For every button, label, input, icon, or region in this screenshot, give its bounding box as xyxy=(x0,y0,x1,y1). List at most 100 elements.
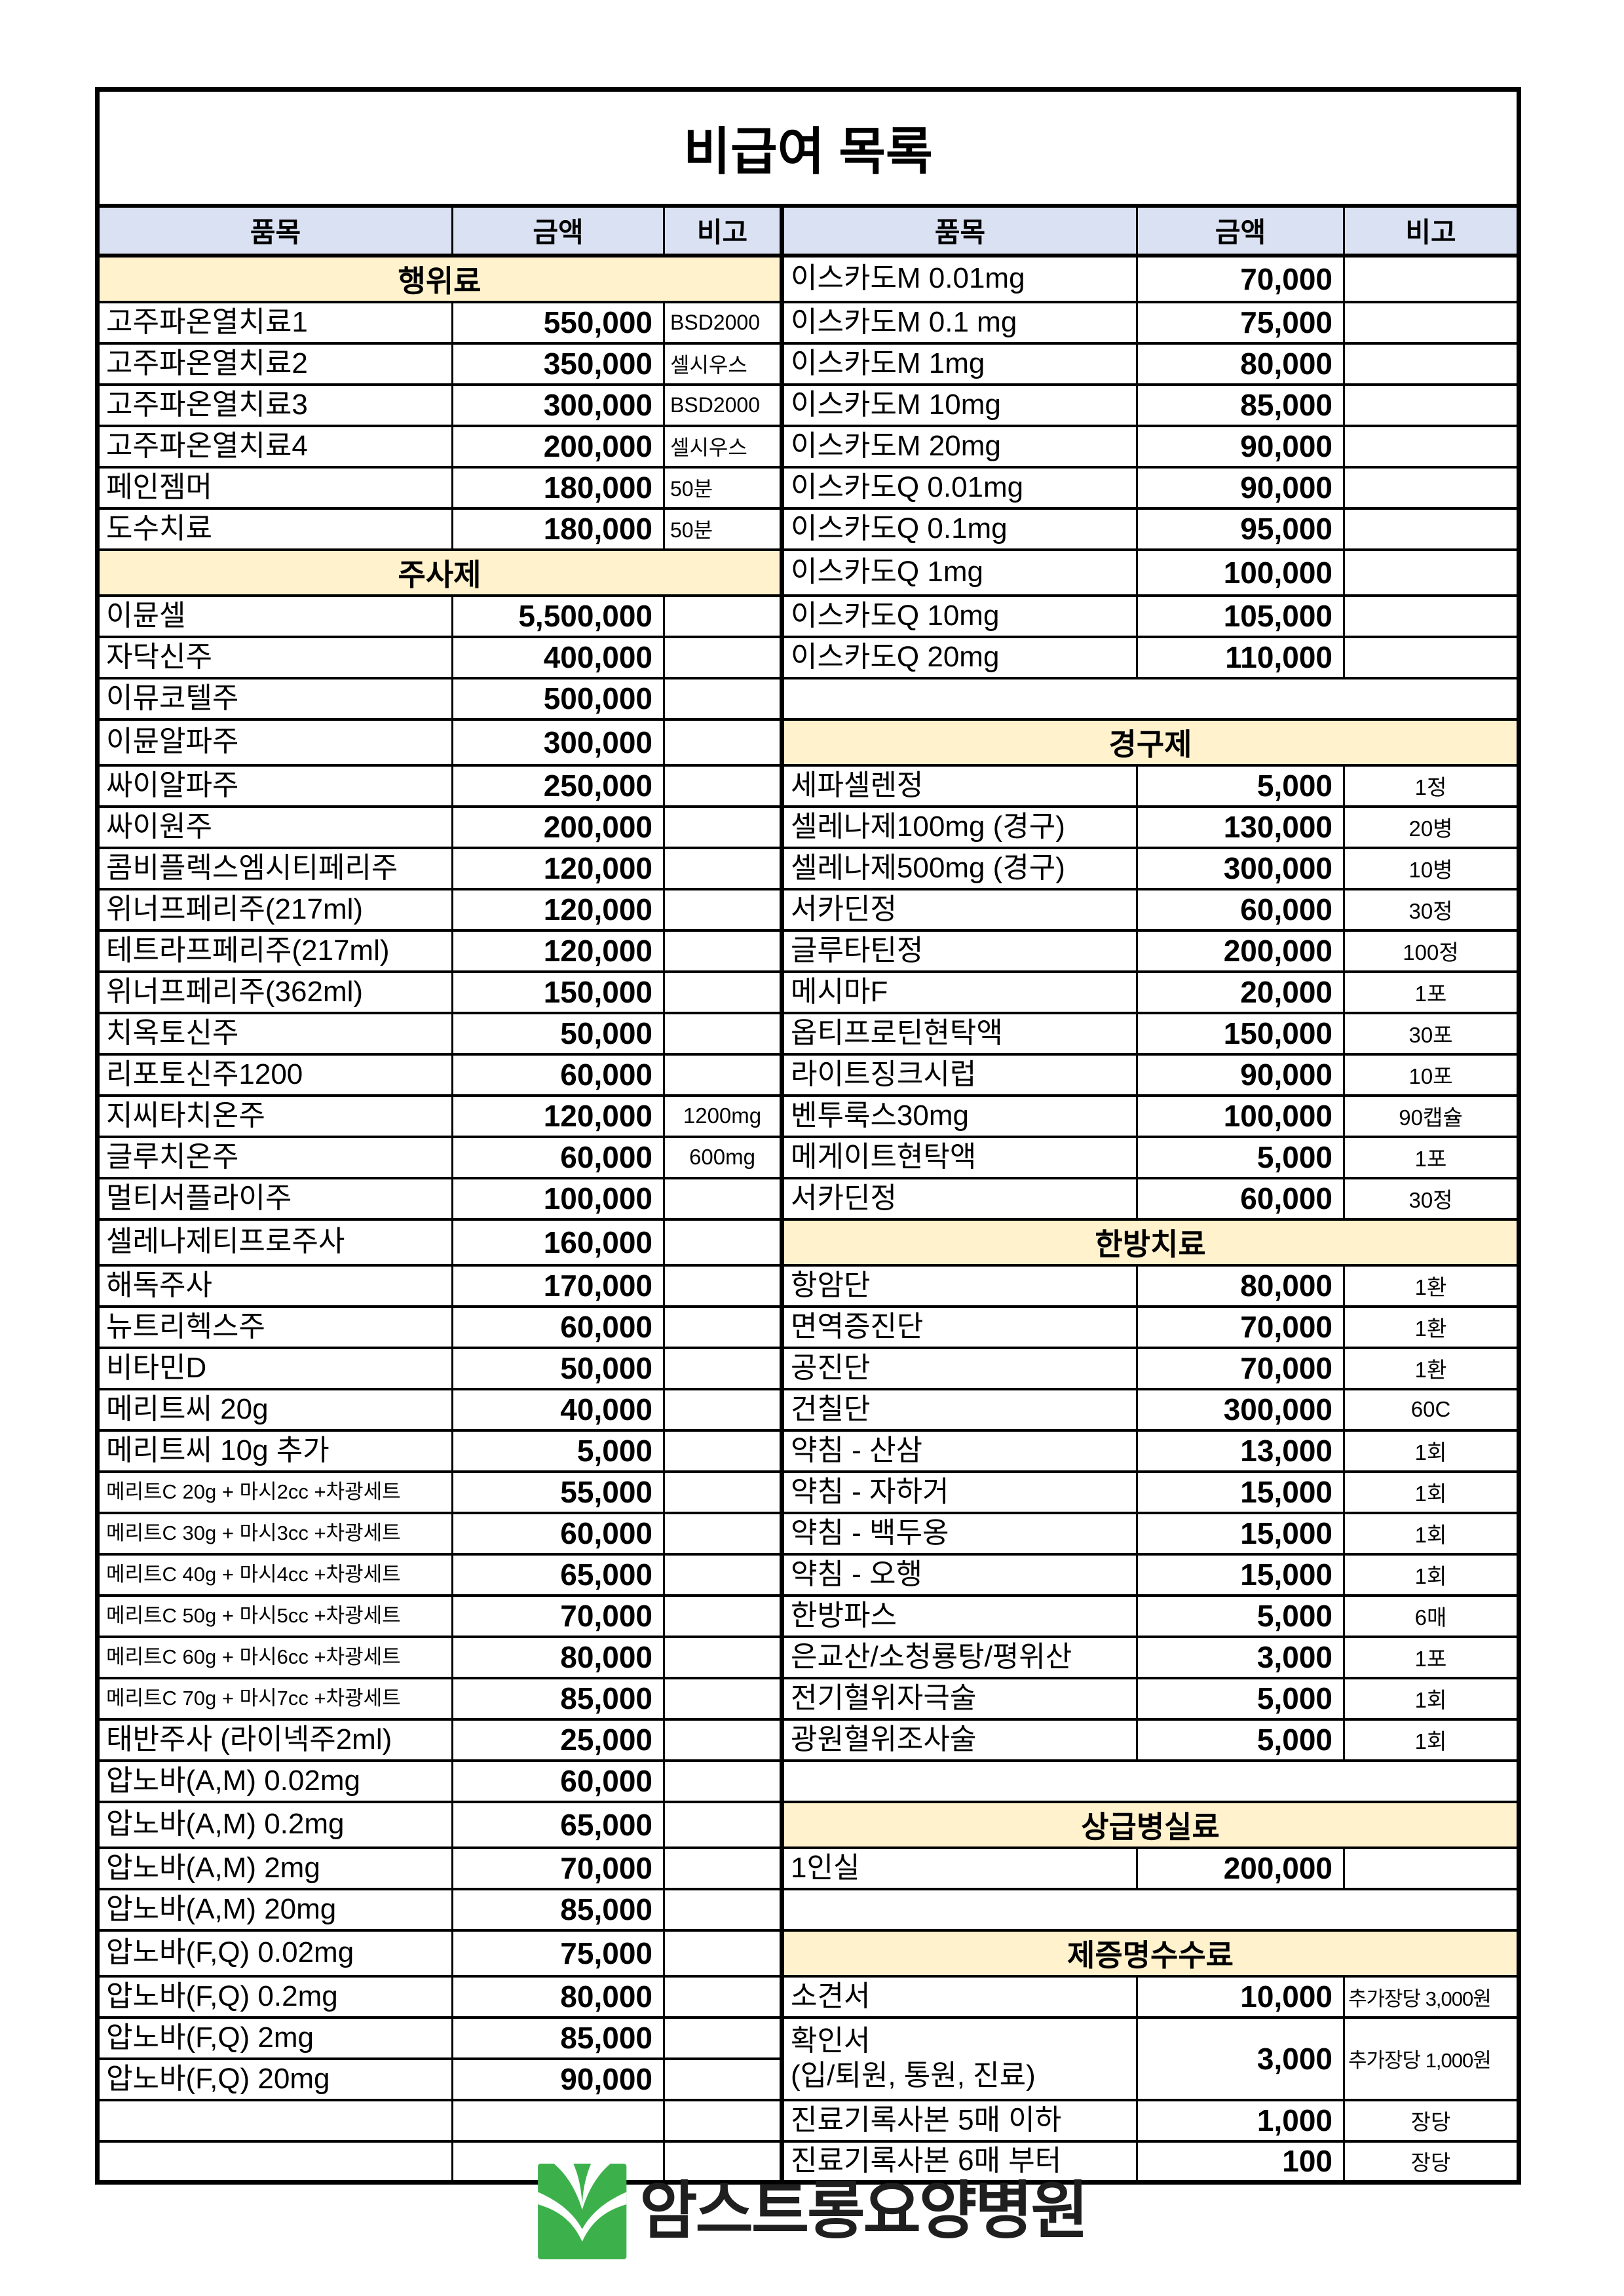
item-name-cell: 압노바(A,M) 2mg xyxy=(96,1846,453,1890)
item-amount-cell: 90,000 xyxy=(1136,1052,1345,1097)
item-name-cell: 옵티프로틴현탁액 xyxy=(780,1011,1138,1056)
table-row: 메리트C 50g + 마시5cc +차광세트 70,000 한방파스 5,000 6매 xyxy=(96,1594,1520,1638)
item-amount-cell: 160,000 xyxy=(451,1217,665,1267)
item-amount-cell: 180,000 xyxy=(451,507,665,551)
page-title: 비급여 목록 xyxy=(96,88,1520,208)
item-note-cell xyxy=(663,1717,783,1762)
item-name-cell: 압노바(F,Q) 0.2mg xyxy=(96,1974,453,2019)
item-note-cell: 장당 xyxy=(1342,2098,1520,2143)
item-amount-cell: 150,000 xyxy=(451,970,665,1014)
item-amount-cell: 70,000 xyxy=(1136,1346,1345,1390)
table-row: 메리트C 70g + 마시7cc +차광세트 85,000 전기혈위자극술 5,000… xyxy=(96,1676,1520,1721)
item-note-cell xyxy=(663,718,783,767)
item-amount-cell: 40,000 xyxy=(451,1387,665,1432)
item-name-cell: 전기혈위자극술 xyxy=(780,1676,1138,1721)
item-amount-cell: 70,000 xyxy=(451,1846,665,1890)
item-amount-cell: 60,000 xyxy=(451,1135,665,1179)
item-name-cell: 세파셀렌정 xyxy=(780,763,1138,808)
item-note-cell: 30정 xyxy=(1342,1176,1520,1221)
item-name-cell: 이스카도M 0.01mg xyxy=(780,254,1138,303)
item-note-cell xyxy=(1342,254,1520,303)
item-amount-cell: 200,000 xyxy=(451,424,665,469)
item-amount-cell: 5,000 xyxy=(1136,763,1345,808)
item-name-cell: 은교산/소청룡탕/평위산 xyxy=(780,1635,1138,1679)
table-row: 이뮨알파주 300,000 경구제 xyxy=(96,718,1520,767)
col-header-note-left: 비고 xyxy=(663,204,783,258)
item-note-cell xyxy=(663,1974,783,2019)
item-note-cell xyxy=(663,1346,783,1390)
item-name-cell: 건칠단 xyxy=(780,1387,1138,1432)
table-row: 압노바(A,M) 0.2mg 65,000 상급병실료 xyxy=(96,1800,1520,1849)
table-row: 압노바(F,Q) 20mg 90,000 xyxy=(96,2057,1519,2101)
item-amount-cell: 5,000 xyxy=(1136,1135,1345,1179)
item-note-cell xyxy=(663,887,783,932)
item-note-cell: 1회 xyxy=(1342,1470,1520,1514)
item-name-cell: 태반주사 (라이넥주2ml) xyxy=(96,1717,453,1762)
item-amount-cell: 60,000 xyxy=(451,1759,665,1803)
item-amount-cell: 300,000 xyxy=(1136,1387,1345,1432)
item-note-cell: 1환 xyxy=(1342,1263,1520,1308)
table-row: 해독주사 170,000 항암단 80,000 1환 xyxy=(96,1263,1520,1308)
hospital-logo: 암스트롱요양병원 xyxy=(537,2164,1089,2259)
table-row: 위너프페리주(362ml) 150,000 메시마F 20,000 1포 xyxy=(96,970,1520,1014)
item-name-cell: 메리트C 60g + 마시6cc +차광세트 xyxy=(96,1635,453,1679)
item-name-cell: 글루치온주 xyxy=(96,1135,453,1179)
table-row: 태반주사 (라이넥주2ml) 25,000 광원혈위조사술 5,000 1회 xyxy=(96,1717,1520,1762)
empty-cell xyxy=(663,2139,783,2184)
item-name-cell: 이스카도M 0.1 mg xyxy=(780,300,1138,345)
item-name-cell: 메리트씨 10g 추가 xyxy=(96,1428,453,1473)
title-row: 비급여 목록 xyxy=(96,88,1520,208)
item-name-cell: 공진단 xyxy=(780,1346,1138,1390)
item-note-cell xyxy=(663,1594,783,1638)
item-amount-cell: 300,000 xyxy=(1136,846,1345,890)
item-name-cell: 진료기록사본 5매 이하 xyxy=(780,2098,1138,2143)
col-header-item-left: 품목 xyxy=(96,204,453,258)
item-name-cell: 위너프페리주(217ml) xyxy=(96,887,453,932)
table-row: 지씨타치온주 120,000 1200mg 벤투룩스30mg 100,000 90캡슐 xyxy=(96,1094,1520,1138)
item-note-cell: 1회 xyxy=(1342,1552,1520,1597)
item-name-cell: 메시마F xyxy=(780,970,1138,1014)
item-amount-cell: 60,000 xyxy=(1136,1176,1345,1221)
item-note-cell: 90캡슐 xyxy=(1342,1094,1520,1138)
table-row: 메리트C 60g + 마시6cc +차광세트 80,000 은교산/소청룡탕/평위산… xyxy=(96,1635,1520,1679)
section-header: 제증명수수료 xyxy=(779,1928,1520,1978)
item-amount-cell: 85,000 xyxy=(1136,383,1345,427)
item-name-cell: 메리트씨 20g xyxy=(96,1387,453,1432)
section-header: 상급병실료 xyxy=(779,1800,1520,1849)
item-name-cell: 이스카도Q 10mg xyxy=(780,594,1138,638)
item-note-cell xyxy=(663,2016,783,2060)
item-note-cell xyxy=(663,763,783,808)
section-header: 행위료 xyxy=(96,254,783,303)
item-amount-cell: 250,000 xyxy=(451,763,665,808)
item-amount-cell: 65,000 xyxy=(451,1800,665,1849)
item-amount-cell: 300,000 xyxy=(451,718,665,767)
item-name-cell: 해독주사 xyxy=(96,1263,453,1308)
item-name-cell: 소견서 xyxy=(780,1974,1138,2019)
item-name-cell: 이스카도M 20mg xyxy=(780,424,1138,469)
item-amount-cell: 60,000 xyxy=(1136,887,1345,932)
item-note-cell: BSD2000 xyxy=(663,383,783,427)
hospital-logo-text: 암스트롱요양병원 xyxy=(639,2176,1089,2246)
hospital-logo-icon xyxy=(537,2164,626,2259)
item-note-cell xyxy=(1342,635,1520,679)
item-note-cell xyxy=(1342,1846,1520,1890)
item-amount-cell: 15,000 xyxy=(1136,1552,1345,1597)
item-name-cell: 페인젬머 xyxy=(96,465,453,510)
empty-row xyxy=(779,1759,1520,1803)
table-row: 압노바(A,M) 20mg 85,000 xyxy=(96,1887,1520,1932)
item-amount-cell: 200,000 xyxy=(1136,928,1345,973)
table-row: 진료기록사본 5매 이하 1,000 장당 xyxy=(96,2098,1520,2143)
item-amount-cell: 95,000 xyxy=(1136,507,1345,551)
item-amount-cell: 85,000 xyxy=(451,2016,665,2060)
item-amount-cell: 80,000 xyxy=(1136,1263,1345,1308)
item-amount-cell: 500,000 xyxy=(451,676,665,721)
item-name-cell: 이스카도Q 1mg xyxy=(780,548,1138,597)
table-row: 멀티서플라이주 100,000 서카딘정 60,000 30정 xyxy=(96,1176,1520,1221)
item-name-cell: 약침 - 자하거 xyxy=(780,1470,1138,1514)
item-note-cell xyxy=(663,1305,783,1349)
item-name-cell: 위너프페리주(362ml) xyxy=(96,970,453,1014)
item-note-cell: 30포 xyxy=(1342,1011,1520,1056)
item-note-cell xyxy=(663,2057,783,2101)
item-amount-cell: 100,000 xyxy=(1136,548,1345,597)
item-note-cell: 10병 xyxy=(1342,846,1520,890)
